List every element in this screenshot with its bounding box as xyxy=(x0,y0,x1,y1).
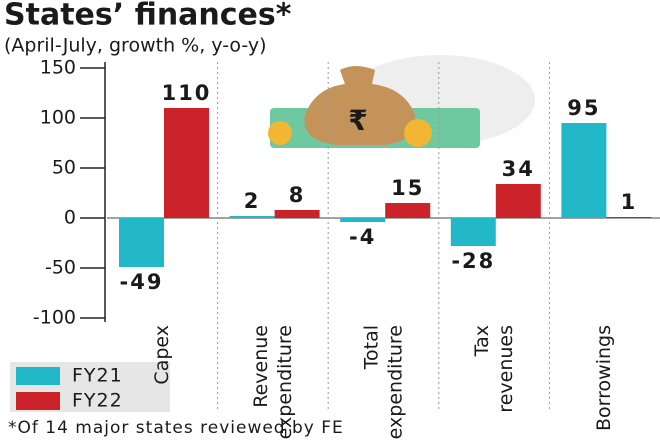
value-label: 15 xyxy=(391,176,424,200)
legend-swatch xyxy=(16,367,60,385)
svg-text:₹: ₹ xyxy=(348,104,367,137)
x-tick-label: Total expenditure xyxy=(360,325,406,439)
value-label: 8 xyxy=(289,183,306,207)
footnote: *Of 14 major states reviewed by FE xyxy=(8,418,344,438)
bar xyxy=(385,203,431,218)
bar xyxy=(164,108,209,218)
legend-swatch xyxy=(16,392,60,410)
illustration: ₹ xyxy=(268,55,535,148)
y-tick-label: 100 xyxy=(40,107,76,129)
bar xyxy=(606,217,652,218)
y-tick-label: 150 xyxy=(40,57,76,79)
value-label: -49 xyxy=(120,270,164,294)
chart-title: States’ finances* xyxy=(4,0,292,33)
x-tick-label: Capex xyxy=(151,325,173,385)
y-tick-label: -50 xyxy=(45,257,76,279)
legend-label: FY21 xyxy=(72,365,123,387)
y-tick-label: -100 xyxy=(33,307,76,329)
bar xyxy=(495,184,541,218)
value-label: 110 xyxy=(162,81,212,105)
y-tick-label: 50 xyxy=(52,157,76,179)
bar xyxy=(119,218,164,267)
bar xyxy=(229,216,275,218)
value-label: -4 xyxy=(349,225,376,249)
legend-label: FY22 xyxy=(72,390,123,412)
value-label: 95 xyxy=(567,96,600,120)
bar xyxy=(561,123,607,218)
value-label: 34 xyxy=(502,157,535,181)
bar xyxy=(274,210,320,218)
bar xyxy=(340,218,386,222)
value-label: -28 xyxy=(451,249,495,273)
x-tick-label: Tax revenues xyxy=(471,325,517,413)
bar xyxy=(450,218,496,246)
chart-subtitle: (April-July, growth %, y-o-y) xyxy=(4,35,267,57)
x-tick-label: Borrowings xyxy=(593,325,615,431)
value-label: 2 xyxy=(244,189,261,213)
y-tick-label: 0 xyxy=(64,207,76,229)
value-label: 1 xyxy=(621,190,638,214)
x-tick-label: Revenue expenditure xyxy=(249,325,295,439)
